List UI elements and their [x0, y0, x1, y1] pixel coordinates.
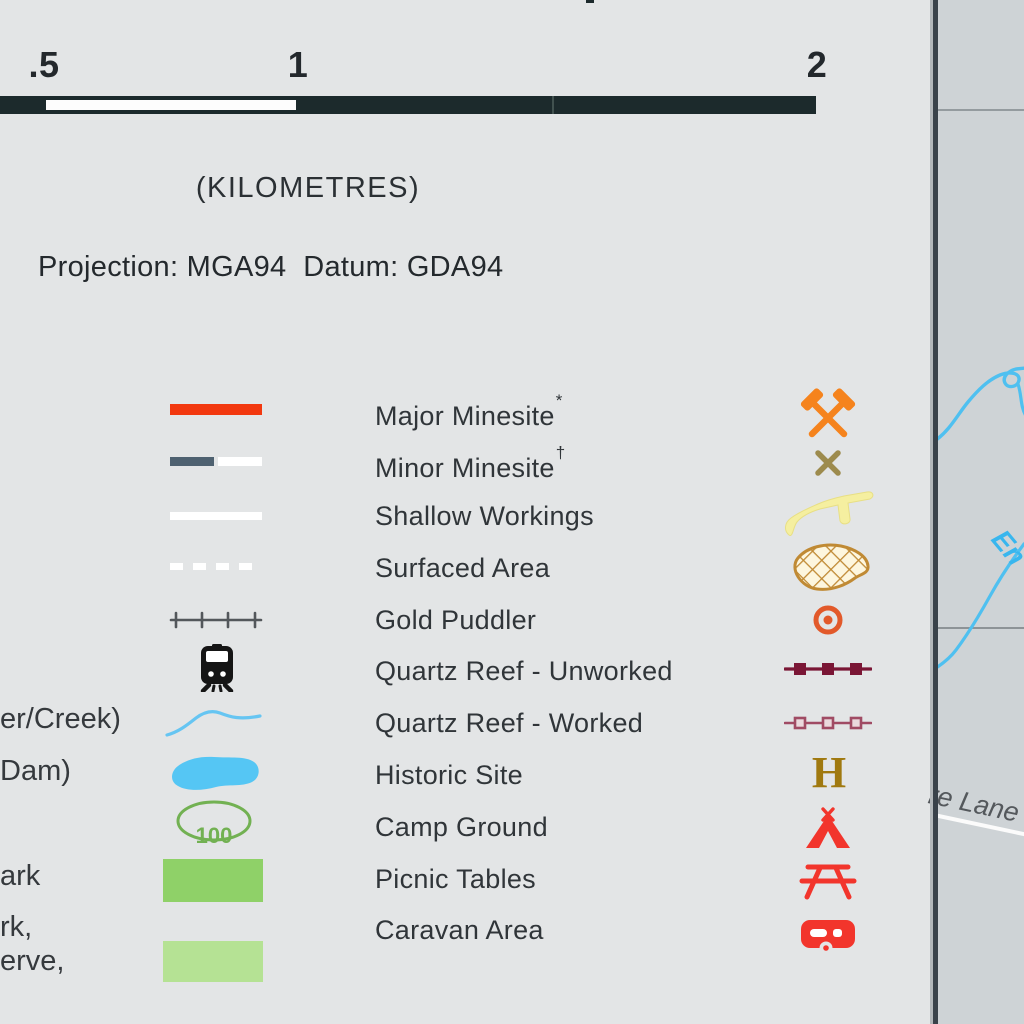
historic-site-h-icon: H: [811, 748, 847, 797]
scale-bar-white-segment: [46, 100, 296, 110]
shallow-workings-shape-icon: [785, 491, 874, 537]
scale-tick-label-one: 1: [287, 44, 309, 85]
railway-train-icon: [200, 644, 234, 692]
caravan-icon: [801, 920, 855, 955]
partial-label-river-creek: er/Creek): [0, 703, 121, 735]
cropped-tick-mark: [586, 0, 594, 3]
legend-label-camp-ground: Camp Ground: [375, 812, 548, 842]
legend-label-picnic-tables: Picnic Tables: [375, 864, 536, 894]
legend-label-text: Major Minesite: [375, 401, 555, 431]
map-neatline: [933, 0, 938, 1024]
legend-label-gold-puddler: Gold Puddler: [375, 605, 537, 635]
minor-minesite-dark-swatch: [170, 457, 214, 466]
dagger-superscript: †: [555, 443, 566, 462]
quartz-reef-unworked-icon: [784, 663, 872, 675]
picnic-table-icon: [799, 864, 857, 900]
crossed-hammers-icon: [800, 388, 856, 438]
legend-label-quartz-worked: Quartz Reef - Worked: [375, 708, 644, 738]
asterisk-superscript: *: [555, 391, 563, 410]
shallow-workings-line-swatch: [170, 512, 262, 520]
surfaced-area-dashed-swatch: [170, 563, 262, 570]
surfaced-area-hatched-icon: [793, 543, 870, 591]
scale-bar: [0, 96, 816, 114]
map-creek-lower: [938, 542, 1024, 669]
legend-label-caravan-area: Caravan Area: [375, 915, 544, 945]
gold-puddler-line-swatch: [169, 611, 263, 629]
map-gridline-top: [938, 109, 1024, 111]
partial-label-reserve-line2: erve,: [0, 945, 65, 977]
scale-units-label: (KILOMETRES): [195, 172, 421, 204]
legend-label-text: Minor Minesite: [375, 453, 555, 483]
partial-label-reserve-line1: rk,: [0, 911, 33, 943]
partial-label-park: ark: [0, 860, 41, 892]
gold-puddler-target-icon: [813, 605, 843, 635]
dam-water-swatch: [172, 756, 259, 790]
minor-minesite-cross-icon: [815, 450, 841, 476]
scale-tick-label-two: 2: [806, 44, 828, 85]
park-area-swatch: [163, 859, 263, 902]
camp-ground-tent-icon: [806, 807, 850, 848]
map-surface: [938, 0, 1024, 1024]
legend-label-shallow-workings: Shallow Workings: [375, 501, 594, 531]
legend-label-quartz-unworked: Quartz Reef - Unworked: [375, 656, 673, 686]
legend-label-minor-minesite: Minor Minesite†: [375, 443, 566, 483]
reserve-area-swatch: [163, 941, 263, 982]
contour-line-swatch: 100: [176, 800, 252, 848]
quartz-reef-worked-icon: [784, 716, 872, 730]
partial-label-dam: Dam): [0, 755, 71, 787]
map-gridline-middle: [938, 627, 1024, 629]
projection-datum-label: Projection: MGA94 Datum: GDA94: [38, 251, 504, 283]
legend-label-surfaced-area: Surfaced Area: [375, 553, 551, 583]
scale-tick-label-half: .5: [28, 44, 60, 85]
legend-label-major-minesite: Major Minesite*: [375, 391, 563, 431]
legend-label-historic-site: Historic Site: [375, 760, 523, 790]
contour-value-label: 100: [196, 823, 233, 848]
scale-bar-mid-tick: [552, 96, 554, 114]
major-minesite-line-swatch: [170, 404, 262, 415]
river-creek-line-swatch: [165, 710, 262, 737]
map-neatline-inner: [930, 0, 933, 1024]
map-creek-upper: [938, 366, 1024, 441]
minor-minesite-white-swatch: [218, 457, 262, 466]
